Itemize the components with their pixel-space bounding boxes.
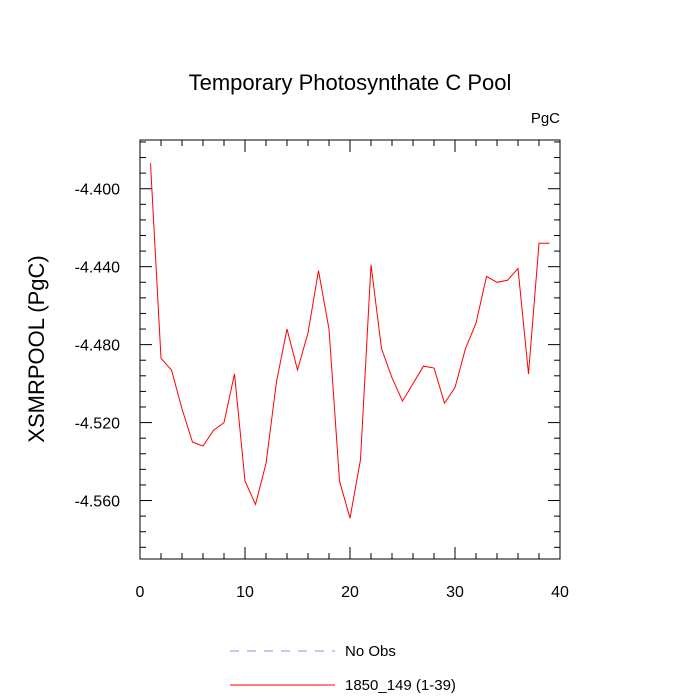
y-tick-label: -4.440 — [75, 260, 120, 277]
x-tick-label: 30 — [446, 584, 464, 601]
units-label: PgC — [531, 110, 560, 127]
series-line-1850-149 — [150, 163, 550, 519]
chart-title: Temporary Photosynthate C Pool — [189, 70, 512, 95]
x-tick-label: 40 — [551, 584, 569, 601]
x-tick-label: 0 — [136, 584, 145, 601]
axis-tick-labels: 0 10 20 30 40 -4.400 -4.440 -4.480 -4.520 -4.560 — [75, 182, 569, 601]
axis-ticks — [139, 140, 561, 559]
legend-label-no-obs: No Obs — [345, 643, 396, 660]
y-tick-label: -4.480 — [75, 338, 120, 355]
y-tick-label: -4.400 — [75, 182, 120, 199]
legend: No Obs 1850_149 (1-39) — [230, 643, 456, 694]
plot-frame — [139, 139, 561, 560]
y-tick-label: -4.560 — [75, 494, 120, 511]
legend-label-1850-149: 1850_149 (1-39) — [345, 677, 456, 694]
x-tick-label: 20 — [341, 584, 359, 601]
x-tick-label: 10 — [236, 584, 254, 601]
y-tick-label: -4.520 — [75, 416, 120, 433]
series-group — [150, 163, 550, 519]
y-axis-label: XSMRPOOL (PgC) — [24, 255, 49, 442]
